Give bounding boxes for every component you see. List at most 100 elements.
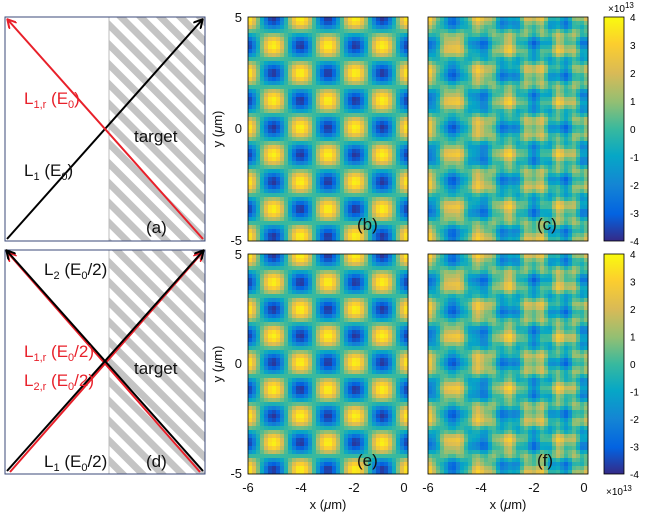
heatmap-cell bbox=[288, 113, 293, 118]
heatmap-cell bbox=[428, 29, 433, 34]
heatmap-cell bbox=[384, 57, 389, 62]
heatmap-cell bbox=[372, 53, 377, 58]
heatmap-cell bbox=[448, 21, 453, 26]
heatmap-cell bbox=[256, 105, 261, 110]
heatmap-cell bbox=[580, 177, 585, 182]
heatmap-cell bbox=[376, 286, 381, 291]
heatmap-cell bbox=[508, 201, 513, 206]
heatmap-cell bbox=[448, 205, 453, 210]
heatmap-cell bbox=[572, 85, 577, 90]
heatmap-cell bbox=[248, 33, 253, 38]
heatmap-cell bbox=[388, 69, 393, 74]
heatmap-cell bbox=[376, 69, 381, 74]
heatmap-cell bbox=[372, 141, 377, 146]
heatmap-cell bbox=[520, 21, 525, 26]
heatmap-cell bbox=[324, 149, 329, 154]
heatmap-cell bbox=[564, 17, 569, 22]
heatmap-cell bbox=[344, 29, 349, 34]
heatmap-cell bbox=[320, 113, 325, 118]
heatmap-cell bbox=[548, 145, 553, 150]
heatmap-cell bbox=[332, 205, 337, 210]
heatmap-cell bbox=[256, 41, 261, 46]
heatmap-cell bbox=[276, 141, 281, 146]
heatmap-cell bbox=[340, 229, 345, 234]
heatmap-cell bbox=[464, 17, 469, 22]
heatmap-cell bbox=[404, 165, 409, 170]
heatmap-cell bbox=[520, 137, 525, 142]
heatmap-cell bbox=[392, 274, 397, 279]
heatmap-cell bbox=[504, 237, 509, 242]
heatmap-cell bbox=[436, 141, 441, 146]
heatmap-cell bbox=[372, 173, 377, 178]
heatmap-cell bbox=[496, 97, 501, 102]
heatmap-cell bbox=[348, 73, 353, 78]
heatmap-cell bbox=[448, 237, 453, 242]
heatmap-cell bbox=[276, 177, 281, 182]
heatmap-cell bbox=[540, 109, 545, 114]
heatmap-cell bbox=[396, 153, 401, 158]
heatmap-cell bbox=[336, 157, 341, 162]
heatmap-cell bbox=[248, 37, 253, 42]
heatmap-cell bbox=[300, 173, 305, 178]
heatmap-cell bbox=[252, 57, 257, 62]
heatmap-cell bbox=[340, 185, 345, 190]
heatmap-cell bbox=[552, 125, 557, 130]
heatmap-cell bbox=[504, 57, 509, 62]
heatmap-cell bbox=[272, 21, 277, 26]
heatmap-cell bbox=[312, 77, 317, 82]
heatmap-cell bbox=[448, 25, 453, 30]
heatmap-cell bbox=[336, 189, 341, 194]
heatmap-cell bbox=[436, 69, 441, 74]
heatmap-cell bbox=[248, 145, 253, 150]
heatmap-cell bbox=[544, 205, 549, 210]
heatmap-cell bbox=[528, 153, 533, 158]
heatmap-cell bbox=[336, 89, 341, 94]
heatmap-cell bbox=[396, 129, 401, 134]
heatmap-cell bbox=[340, 157, 345, 162]
heatmap-cell bbox=[476, 133, 481, 138]
heatmap-cell bbox=[304, 229, 309, 234]
heatmap-cell bbox=[376, 17, 381, 22]
heatmap-cell bbox=[400, 298, 405, 303]
heatmap-cell bbox=[344, 262, 349, 267]
heatmap-cell bbox=[360, 189, 365, 194]
heatmap-cell bbox=[340, 177, 345, 182]
heatmap-cell bbox=[568, 53, 573, 58]
heatmap-cell bbox=[440, 29, 445, 34]
heatmap-cell bbox=[284, 105, 289, 110]
heatmap-cell bbox=[324, 53, 329, 58]
heatmap-cell bbox=[576, 197, 581, 202]
heatmap-cell bbox=[260, 266, 265, 271]
heatmap-cell bbox=[268, 105, 273, 110]
heatmap-cell bbox=[316, 61, 321, 66]
heatmap-cell bbox=[260, 270, 265, 275]
heatmap-cell bbox=[548, 117, 553, 122]
heatmap-cell bbox=[488, 225, 493, 230]
heatmap-cell bbox=[356, 121, 361, 126]
heatmap-cell bbox=[396, 21, 401, 26]
heatmap-cell bbox=[544, 177, 549, 182]
heatmap-cell bbox=[284, 290, 289, 295]
heatmap-cell bbox=[252, 209, 257, 214]
heatmap-cell bbox=[548, 93, 553, 98]
heatmap-cell bbox=[316, 254, 321, 259]
heatmap-cell bbox=[260, 185, 265, 190]
heatmap-cell bbox=[336, 21, 341, 26]
heatmap-cell bbox=[336, 209, 341, 214]
heatmap-cell bbox=[548, 49, 553, 54]
heatmap-cell bbox=[304, 197, 309, 202]
heatmap-cell bbox=[320, 41, 325, 46]
heatmap-cell bbox=[436, 45, 441, 50]
heatmap-cell bbox=[532, 193, 537, 198]
heatmap-cell bbox=[336, 258, 341, 263]
heatmap-cell bbox=[480, 101, 485, 106]
heatmap-cell bbox=[328, 137, 333, 142]
heatmap-cell bbox=[456, 85, 461, 90]
heatmap-cell bbox=[468, 97, 473, 102]
heatmap-cell bbox=[500, 225, 505, 230]
heatmap-cell bbox=[520, 105, 525, 110]
heatmap-cell bbox=[292, 221, 297, 226]
heatmap-cell bbox=[384, 37, 389, 42]
heatmap-cell bbox=[352, 149, 357, 154]
heatmap-cell bbox=[340, 69, 345, 74]
